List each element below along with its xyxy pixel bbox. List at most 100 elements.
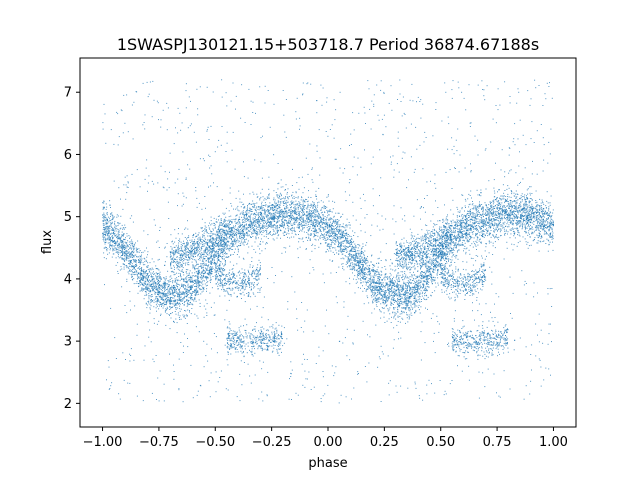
data-point: [467, 211, 469, 213]
data-point: [414, 291, 416, 293]
data-point: [423, 298, 425, 300]
data-point: [386, 282, 388, 284]
data-point: [274, 202, 276, 204]
data-point: [347, 256, 349, 258]
data-point: [252, 200, 254, 202]
data-point: [230, 228, 232, 230]
data-point: [315, 235, 317, 236]
data-point: [281, 225, 283, 227]
data-point: [474, 226, 476, 227]
data-point: [229, 261, 231, 263]
data-point: [259, 199, 261, 201]
data-point: [273, 218, 275, 220]
data-point: [132, 247, 134, 249]
data-point: [481, 204, 483, 205]
data-point: [314, 209, 316, 211]
data-point: [241, 233, 243, 234]
data-point: [323, 229, 325, 231]
data-point: [491, 204, 493, 206]
data-point: [125, 254, 127, 256]
data-point: [153, 281, 155, 283]
data-point: [529, 236, 531, 238]
data-point: [485, 218, 487, 220]
data-point: [394, 292, 396, 294]
data-point: [314, 213, 315, 215]
data-point: [277, 208, 279, 209]
data-point: [254, 215, 256, 217]
data-point: [130, 273, 132, 275]
data-point: [432, 257, 434, 259]
data-point: [397, 294, 399, 296]
data-point: [520, 206, 522, 208]
data-point: [230, 203, 232, 204]
data-point: [528, 223, 530, 225]
data-point: [322, 221, 324, 223]
data-point: [228, 231, 230, 233]
data-point: [243, 203, 245, 205]
data-point: [502, 206, 504, 207]
data-point: [132, 245, 133, 247]
data-point: [135, 269, 136, 271]
data-point: [268, 224, 269, 226]
data-point: [437, 282, 439, 284]
data-point: [225, 237, 227, 239]
data-point: [475, 227, 477, 229]
data-point: [234, 251, 235, 253]
data-point: [353, 240, 355, 242]
data-point: [321, 237, 323, 238]
data-point: [331, 236, 333, 238]
data-point: [335, 221, 337, 223]
data-point: [429, 245, 431, 247]
data-point: [353, 263, 355, 265]
data-point: [295, 192, 297, 194]
data-point: [418, 309, 420, 311]
data-point: [337, 223, 339, 225]
data-point: [176, 277, 178, 279]
data-point: [470, 224, 471, 226]
data-point: [489, 215, 491, 217]
data-point: [414, 285, 416, 287]
data-point: [385, 298, 387, 300]
data-point: [473, 213, 475, 215]
data-point: [424, 276, 426, 278]
data-point: [487, 235, 489, 237]
data-point: [141, 258, 143, 260]
data-point: [443, 226, 445, 228]
data-point: [504, 210, 506, 212]
data-point: [489, 212, 491, 214]
data-point: [461, 244, 463, 245]
data-point: [353, 254, 355, 256]
data-point: [174, 295, 176, 297]
data-point: [152, 276, 154, 278]
data-point: [260, 238, 262, 240]
data-point: [215, 235, 217, 237]
data-point: [362, 261, 364, 263]
data-point: [484, 225, 486, 227]
data-point: [551, 215, 553, 217]
data-point: [528, 219, 530, 220]
data-point: [185, 286, 187, 288]
data-point: [302, 199, 304, 201]
data-point: [429, 268, 431, 269]
data-point: [184, 317, 186, 319]
data-point: [103, 212, 105, 214]
data-point: [146, 307, 148, 309]
data-point: [212, 276, 214, 277]
data-point: [308, 236, 310, 238]
data-point: [157, 280, 158, 282]
data-point: [399, 295, 401, 297]
data-point: [462, 239, 464, 241]
data-point: [350, 258, 352, 260]
data-point: [510, 221, 512, 223]
data-point: [535, 209, 537, 211]
data-point: [425, 286, 427, 288]
data-point: [426, 281, 427, 283]
data-point: [268, 213, 270, 215]
data-point: [247, 242, 249, 244]
data-point: [456, 226, 458, 228]
data-point: [156, 286, 158, 288]
data-point: [455, 225, 457, 227]
data-point: [387, 289, 389, 291]
data-point: [536, 204, 538, 206]
data-point: [472, 222, 474, 224]
